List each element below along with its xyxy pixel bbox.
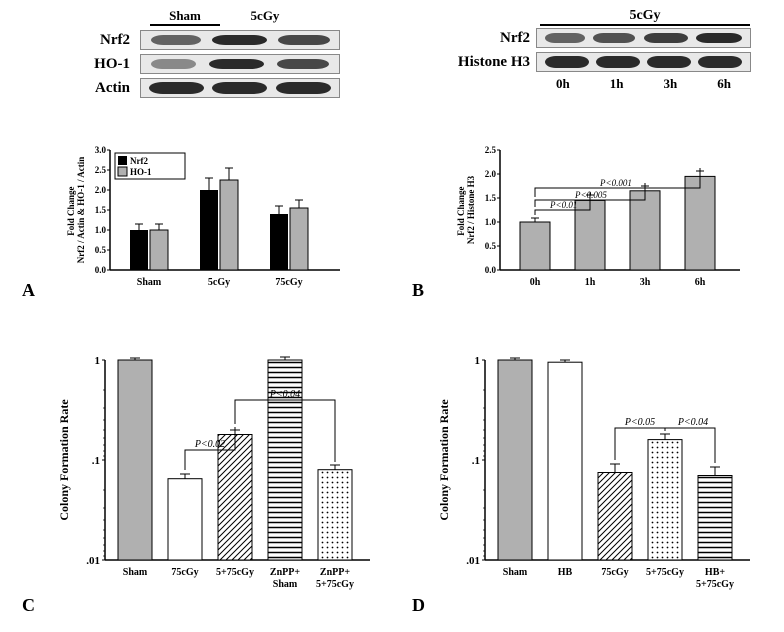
panel-c-label: C bbox=[22, 595, 35, 616]
blot-label: Nrf2 bbox=[70, 32, 130, 49]
panel-b-chart: 0.0 0.5 1.0 1.5 2.0 2.5 Fold Change Nrf2… bbox=[450, 130, 760, 300]
svg-text:0.0: 0.0 bbox=[95, 265, 107, 275]
svg-text:5+75cGy: 5+75cGy bbox=[316, 579, 354, 590]
blot-row: Nrf2 bbox=[440, 28, 760, 48]
panel-d-label: D bbox=[412, 595, 425, 616]
blot-row: Histone H3 bbox=[440, 52, 760, 72]
svg-text:HO-1: HO-1 bbox=[130, 167, 152, 177]
svg-text:5+75cGy: 5+75cGy bbox=[216, 567, 254, 578]
blot-label: Actin bbox=[70, 80, 130, 97]
svg-text:.1: .1 bbox=[472, 455, 480, 467]
panel-a-chart: 0.0 0.5 1.0 1.5 2.0 2.5 3.0 Fold Change … bbox=[60, 130, 360, 300]
svg-text:0.5: 0.5 bbox=[485, 241, 497, 251]
blot-row: Nrf2 bbox=[70, 30, 350, 50]
svg-text:1.5: 1.5 bbox=[95, 205, 107, 215]
svg-text:P<0.001: P<0.001 bbox=[599, 178, 632, 188]
svg-text:P<0.04: P<0.04 bbox=[677, 417, 708, 428]
svg-text:P<0.01: P<0.01 bbox=[549, 200, 577, 210]
blot-strip bbox=[140, 30, 340, 50]
svg-text:75cGy: 75cGy bbox=[171, 567, 198, 578]
svg-text:0.0: 0.0 bbox=[485, 265, 497, 275]
svg-text:75cGy: 75cGy bbox=[275, 277, 302, 288]
blot-label: Histone H3 bbox=[440, 54, 530, 71]
svg-text:1.0: 1.0 bbox=[95, 225, 107, 235]
svg-text:P<0.04: P<0.04 bbox=[269, 389, 300, 400]
blot-label: HO-1 bbox=[70, 56, 130, 73]
svg-text:.1: .1 bbox=[92, 455, 100, 467]
svg-text:0h: 0h bbox=[530, 277, 541, 288]
blot-label: Nrf2 bbox=[440, 30, 530, 47]
svg-text:Nrf2: Nrf2 bbox=[130, 156, 148, 166]
blot-strip bbox=[140, 78, 340, 98]
svg-text:1: 1 bbox=[475, 355, 481, 367]
blot-strip bbox=[536, 28, 751, 48]
lane-label: 5cGy bbox=[230, 8, 300, 26]
svg-text:Fold Change Nrf2 / Actin &: Fold Change Nrf2 / Actin & HO-1 / Actin bbox=[66, 157, 86, 264]
svg-text:.01: .01 bbox=[86, 555, 100, 567]
blot-row: Actin bbox=[70, 78, 350, 98]
svg-text:P<0.005: P<0.005 bbox=[574, 190, 607, 200]
svg-text:Fold Change Nrf2 / Histone: Fold Change Nrf2 / Histone H3 bbox=[456, 175, 476, 244]
svg-text:2.5: 2.5 bbox=[485, 145, 497, 155]
svg-text:Sham: Sham bbox=[273, 579, 298, 590]
lane-label: 0h bbox=[556, 76, 570, 92]
svg-text:5+75cGy: 5+75cGy bbox=[696, 579, 734, 590]
svg-text:P<0.05: P<0.05 bbox=[624, 417, 655, 428]
svg-text:Sham: Sham bbox=[503, 567, 528, 578]
svg-text:Sham: Sham bbox=[137, 277, 162, 288]
svg-text:3h: 3h bbox=[640, 277, 651, 288]
svg-text:0.5: 0.5 bbox=[95, 245, 107, 255]
lane-label: Sham bbox=[150, 8, 220, 26]
panel-c-chart: 1 .1 .01 Colony Formation Rate P<0.02 P<… bbox=[50, 340, 390, 620]
svg-text:ZnPP+: ZnPP+ bbox=[270, 567, 300, 578]
svg-text:HB: HB bbox=[558, 567, 573, 578]
lane-label: 1h bbox=[610, 76, 624, 92]
panel-a-label: A bbox=[22, 280, 35, 301]
panel-b-header: 5cGy bbox=[540, 8, 750, 26]
svg-text:2.0: 2.0 bbox=[485, 169, 497, 179]
svg-text:3.0: 3.0 bbox=[95, 145, 107, 155]
svg-text:6h: 6h bbox=[695, 277, 706, 288]
svg-text:P<0.02: P<0.02 bbox=[194, 439, 225, 450]
svg-text:Colony Formation Rate: Colony Formation Rate bbox=[437, 399, 451, 521]
svg-text:Sham: Sham bbox=[123, 567, 148, 578]
blot-strip bbox=[140, 54, 340, 74]
svg-text:Colony Formation Rate: Colony Formation Rate bbox=[57, 399, 71, 521]
svg-text:.01: .01 bbox=[466, 555, 480, 567]
panel-d-chart: 1 .1 .01 Colony Formation Rate P<0.05 P<… bbox=[430, 340, 770, 620]
svg-text:1.0: 1.0 bbox=[485, 217, 497, 227]
blot-row: HO-1 bbox=[70, 54, 350, 74]
svg-text:2.0: 2.0 bbox=[95, 185, 107, 195]
svg-text:5+75cGy: 5+75cGy bbox=[646, 567, 684, 578]
svg-text:ZnPP+: ZnPP+ bbox=[320, 567, 350, 578]
svg-text:75cGy: 75cGy bbox=[601, 567, 628, 578]
svg-text:5cGy: 5cGy bbox=[208, 277, 230, 288]
svg-text:1h: 1h bbox=[585, 277, 596, 288]
svg-text:1: 1 bbox=[95, 355, 101, 367]
svg-text:1.5: 1.5 bbox=[485, 193, 497, 203]
lane-label: 3h bbox=[664, 76, 678, 92]
svg-text:2.5: 2.5 bbox=[95, 165, 107, 175]
svg-text:HB+: HB+ bbox=[705, 567, 725, 578]
blot-strip bbox=[536, 52, 751, 72]
panel-b-label: B bbox=[412, 280, 424, 301]
lane-label: 6h bbox=[717, 76, 731, 92]
